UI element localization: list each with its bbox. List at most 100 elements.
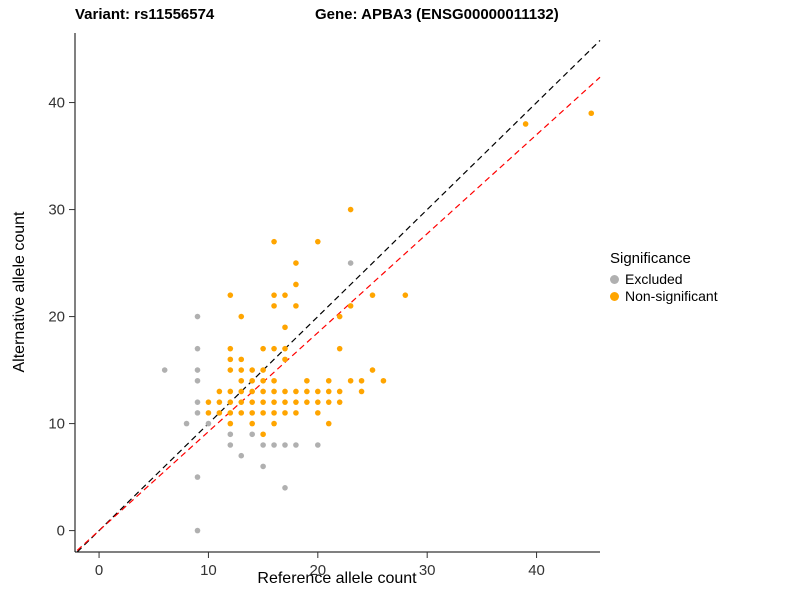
- data-point-non-significant: [293, 281, 299, 288]
- data-point-non-significant: [271, 420, 277, 427]
- data-point-non-significant: [369, 292, 376, 298]
- legend-item-non-significant: Non-significant: [610, 288, 795, 305]
- variant-title: Variant: rs11556574: [75, 6, 215, 23]
- data-point-non-significant: [271, 238, 277, 245]
- data-point-excluded: [260, 463, 266, 470]
- data-point-non-significant: [249, 420, 255, 427]
- data-point-non-significant: [402, 292, 409, 298]
- x-axis-label: Reference allele count: [257, 570, 417, 587]
- excluded-dot: [610, 275, 619, 284]
- data-point-excluded: [194, 474, 201, 480]
- data-point-non-significant: [336, 313, 343, 320]
- data-point-non-significant: [271, 303, 277, 309]
- x-tick-label: 40: [528, 562, 545, 579]
- data-point-non-significant: [325, 388, 332, 395]
- data-point-excluded: [194, 399, 201, 405]
- data-point-non-significant: [216, 410, 223, 416]
- data-point-non-significant: [260, 377, 266, 384]
- data-point-non-significant: [249, 377, 255, 384]
- x-tick-label: 10: [200, 562, 217, 579]
- data-point-non-significant: [293, 260, 299, 266]
- y-tick-label: 20: [48, 309, 65, 326]
- y-axis-label: Alternative allele count: [11, 211, 28, 373]
- data-point-non-significant: [238, 388, 245, 395]
- data-point-excluded: [194, 313, 201, 320]
- data-point-non-significant: [282, 292, 288, 298]
- data-point-non-significant: [238, 377, 245, 384]
- data-point-non-significant: [304, 377, 310, 384]
- data-point-excluded: [194, 527, 201, 534]
- gene-title: Gene: APBA3 (ENSG00000011132): [315, 6, 559, 23]
- data-point-non-significant: [282, 356, 288, 363]
- data-point-non-significant: [315, 238, 321, 245]
- data-point-non-significant: [238, 367, 245, 373]
- data-point-non-significant: [336, 388, 343, 395]
- data-point-non-significant: [260, 345, 266, 352]
- data-point-non-significant: [293, 399, 299, 405]
- legend-item-label: Non-significant: [625, 288, 718, 304]
- data-point-excluded: [161, 367, 168, 373]
- data-point-non-significant: [293, 388, 299, 395]
- y-tick-label: 10: [48, 416, 65, 433]
- data-point-non-significant: [336, 399, 343, 405]
- x-tick-label: 20: [309, 562, 326, 579]
- identity-line: [76, 40, 601, 553]
- data-point-excluded: [282, 442, 288, 448]
- data-point-excluded: [271, 442, 277, 448]
- data-point-non-significant: [205, 410, 212, 416]
- data-point-non-significant: [282, 345, 288, 352]
- data-point-excluded: [260, 442, 266, 448]
- data-point-non-significant: [260, 431, 266, 438]
- non-significant-dot: [610, 292, 619, 301]
- data-point-non-significant: [271, 410, 277, 416]
- legend: Significance Excluded Non-significant: [610, 250, 795, 305]
- data-point-non-significant: [227, 410, 234, 416]
- y-tick-label: 0: [57, 523, 65, 540]
- data-point-excluded: [205, 420, 212, 427]
- data-point-non-significant: [347, 206, 354, 213]
- data-point-non-significant: [227, 367, 234, 373]
- data-point-non-significant: [260, 388, 266, 395]
- data-point-non-significant: [227, 356, 234, 363]
- data-point-non-significant: [293, 303, 299, 309]
- data-point-non-significant: [325, 399, 332, 405]
- data-point-non-significant: [260, 399, 266, 405]
- data-point-non-significant: [238, 399, 245, 405]
- data-point-non-significant: [227, 292, 234, 298]
- data-point-non-significant: [522, 121, 529, 127]
- data-point-non-significant: [271, 388, 277, 395]
- data-point-non-significant: [369, 367, 376, 373]
- data-point-excluded: [194, 345, 201, 352]
- data-point-non-significant: [304, 388, 310, 395]
- data-point-non-significant: [260, 410, 266, 416]
- data-point-non-significant: [293, 410, 299, 416]
- data-point-excluded: [194, 367, 201, 373]
- data-point-non-significant: [249, 367, 255, 373]
- data-point-excluded: [227, 442, 234, 448]
- data-point-non-significant: [249, 399, 255, 405]
- fitted-proportion-line: [76, 76, 601, 551]
- data-point-non-significant: [325, 377, 332, 384]
- data-point-excluded: [347, 260, 354, 266]
- data-point-non-significant: [336, 345, 343, 352]
- data-point-non-significant: [358, 377, 365, 384]
- data-point-non-significant: [238, 313, 245, 320]
- data-point-excluded: [249, 431, 255, 438]
- data-point-non-significant: [315, 410, 321, 416]
- data-point-non-significant: [282, 410, 288, 416]
- data-point-excluded: [238, 452, 245, 459]
- data-point-non-significant: [216, 399, 223, 405]
- data-point-non-significant: [238, 356, 245, 363]
- legend-title: Significance: [610, 250, 691, 267]
- data-point-non-significant: [588, 110, 595, 117]
- data-point-non-significant: [271, 399, 277, 405]
- y-tick-label: 40: [48, 95, 65, 112]
- data-point-non-significant: [282, 388, 288, 395]
- data-point-non-significant: [249, 410, 255, 416]
- data-point-non-significant: [227, 388, 234, 395]
- data-point-non-significant: [205, 399, 212, 405]
- data-point-non-significant: [315, 388, 321, 395]
- x-tick-label: 30: [419, 562, 436, 579]
- y-tick-label: 30: [48, 202, 65, 219]
